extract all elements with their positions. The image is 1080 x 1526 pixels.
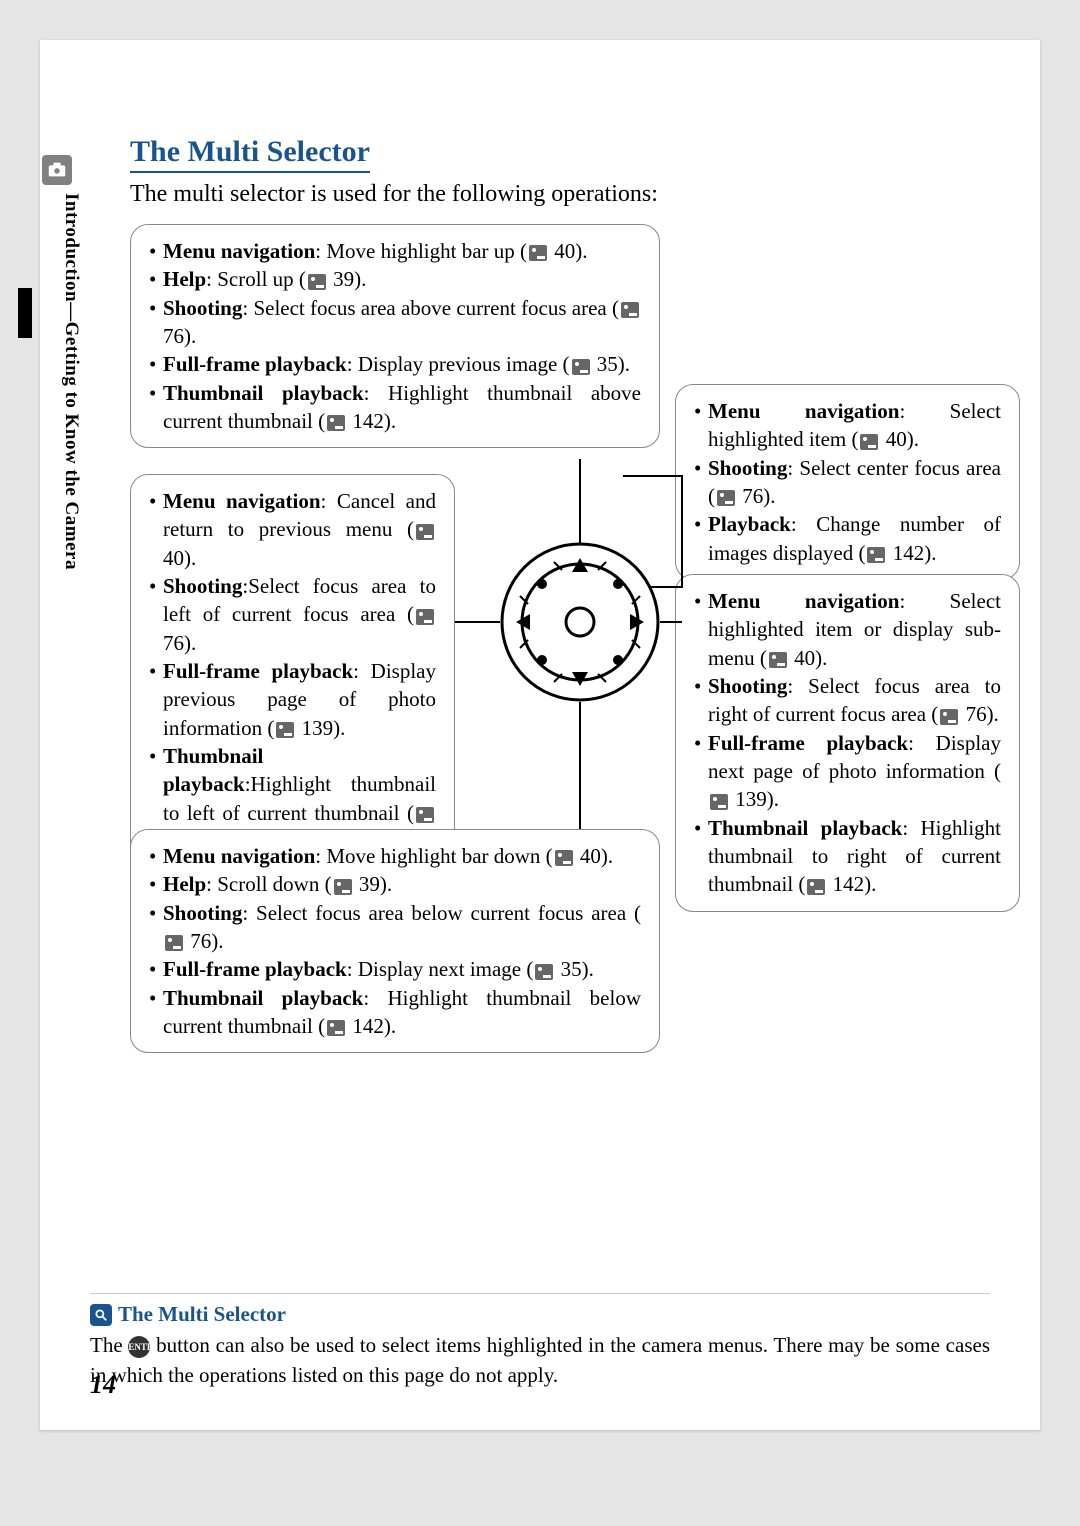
page-ref-icon	[621, 302, 639, 318]
page-ref-icon	[529, 245, 547, 261]
multi-selector-dial	[490, 532, 670, 712]
page-ref-icon	[710, 794, 728, 810]
page-ref-icon	[308, 274, 326, 290]
page-ref-icon	[572, 359, 590, 375]
callout-item: Thumbnail playback: Highlight thumbnail …	[149, 379, 641, 436]
callout-item: Shooting: Select focus area above curren…	[149, 294, 641, 351]
chapter-marker	[18, 288, 32, 338]
page-ref-icon	[276, 722, 294, 738]
page-ref-icon	[327, 1020, 345, 1036]
page-number: 14	[90, 1370, 116, 1400]
intro-text: The multi selector is used for the follo…	[130, 181, 990, 208]
page-ref-icon	[416, 609, 434, 625]
callout-right: Menu navigation: Select highlighted item…	[675, 574, 1020, 912]
page-ref-icon	[334, 879, 352, 895]
note-post: button can also be used to select items …	[90, 1333, 990, 1386]
page-ref-icon	[555, 850, 573, 866]
callout-item: Menu navigation: Move highlight bar up (…	[149, 237, 641, 265]
callout-center: Menu navigation: Select highlighted item…	[675, 384, 1020, 580]
callout-item: Help: Scroll up ( 39).	[149, 265, 641, 293]
callout-item: Playback: Change number of images displa…	[694, 510, 1001, 567]
callout-down: Menu navigation: Move highlight bar down…	[130, 829, 660, 1053]
page-ref-icon	[807, 879, 825, 895]
connector-down	[579, 702, 581, 829]
connector-center-up	[623, 475, 683, 477]
callout-item: Full-frame playback: Display previous pa…	[149, 657, 436, 742]
page-ref-icon	[867, 547, 885, 563]
callout-left: Menu navigation: Cancel and return to pr…	[130, 474, 455, 868]
callout-item: Thumbnail playback: Highlight thumbnail …	[149, 984, 641, 1041]
page-ref-icon	[535, 964, 553, 980]
connector-center-v2	[681, 475, 683, 587]
enter-button-icon: ENTER	[128, 1336, 150, 1358]
callout-item: Menu navigation: Select highlighted item…	[694, 587, 1001, 672]
callout-item: Shooting:Select focus area to left of cu…	[149, 572, 436, 657]
note-pre: The	[90, 1333, 128, 1357]
side-tab: Introduction—Getting to Know the Camera	[32, 155, 82, 725]
callout-item: Menu navigation: Cancel and return to pr…	[149, 487, 436, 572]
camera-icon	[42, 155, 72, 185]
callout-item: Menu navigation: Move highlight bar down…	[149, 842, 641, 870]
side-label: Introduction—Getting to Know the Camera	[32, 193, 82, 570]
page-ref-icon	[940, 709, 958, 725]
page-ref-icon	[165, 935, 183, 951]
callout-item: Shooting: Select focus area to right of …	[694, 672, 1001, 729]
manual-page: Introduction—Getting to Know the Camera …	[40, 40, 1040, 1430]
callout-item: Full-frame playback: Display next image …	[149, 955, 641, 983]
note-body: The ENTER button can also be used to sel…	[90, 1331, 990, 1390]
callout-item: Full-frame playback: Display next page o…	[694, 729, 1001, 814]
diagram-area: Menu navigation: Move highlight bar up (…	[130, 224, 990, 1094]
callout-item: Full-frame playback: Display previous im…	[149, 350, 641, 378]
page-ref-icon	[717, 490, 735, 506]
page-ref-icon	[416, 807, 434, 823]
magnify-icon	[90, 1304, 112, 1326]
note-section: The Multi Selector The ENTER button can …	[90, 1293, 990, 1390]
section-heading: The Multi Selector	[130, 135, 370, 173]
callout-item: Help: Scroll down ( 39).	[149, 870, 641, 898]
note-title-text: The Multi Selector	[118, 1302, 286, 1327]
callout-item: Thumbnail playback: Highlight thumbnail …	[694, 814, 1001, 899]
page-ref-icon	[769, 652, 787, 668]
page-ref-icon	[416, 524, 434, 540]
callout-up: Menu navigation: Move highlight bar up (…	[130, 224, 660, 448]
callout-item: Shooting: Select focus area below curren…	[149, 899, 641, 956]
callout-item: Menu navigation: Select highlighted item…	[694, 397, 1001, 454]
callout-item: Shooting: Select center focus area ( 76)…	[694, 454, 1001, 511]
page-ref-icon	[860, 434, 878, 450]
note-title: The Multi Selector	[90, 1293, 990, 1327]
page-ref-icon	[327, 415, 345, 431]
